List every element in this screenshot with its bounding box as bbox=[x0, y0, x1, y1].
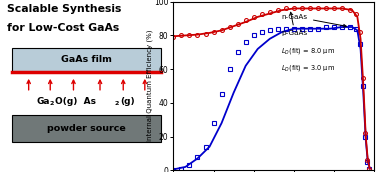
Text: p-GaAs: p-GaAs bbox=[282, 12, 308, 36]
Text: $L_D$(fit) = 8.0 μm: $L_D$(fit) = 8.0 μm bbox=[281, 46, 335, 56]
Text: 2: 2 bbox=[50, 101, 54, 106]
Text: Scalable Synthesis: Scalable Synthesis bbox=[7, 4, 121, 14]
Y-axis label: Internal Quantum Efficiency (%): Internal Quantum Efficiency (%) bbox=[146, 30, 153, 142]
Text: n-GaAs: n-GaAs bbox=[282, 14, 346, 27]
Text: O(g)  As: O(g) As bbox=[55, 97, 96, 106]
Text: $L_D$(fit) = 3.0 μm: $L_D$(fit) = 3.0 μm bbox=[281, 63, 335, 73]
Text: for Low-Cost GaAs: for Low-Cost GaAs bbox=[7, 23, 119, 33]
Text: powder source: powder source bbox=[47, 124, 126, 133]
Bar bbox=[12, 115, 161, 142]
Bar bbox=[12, 48, 161, 72]
Text: (g): (g) bbox=[120, 97, 135, 106]
Text: Ga: Ga bbox=[37, 97, 51, 106]
Text: 2: 2 bbox=[114, 101, 118, 106]
Text: GaAs film: GaAs film bbox=[61, 55, 112, 64]
